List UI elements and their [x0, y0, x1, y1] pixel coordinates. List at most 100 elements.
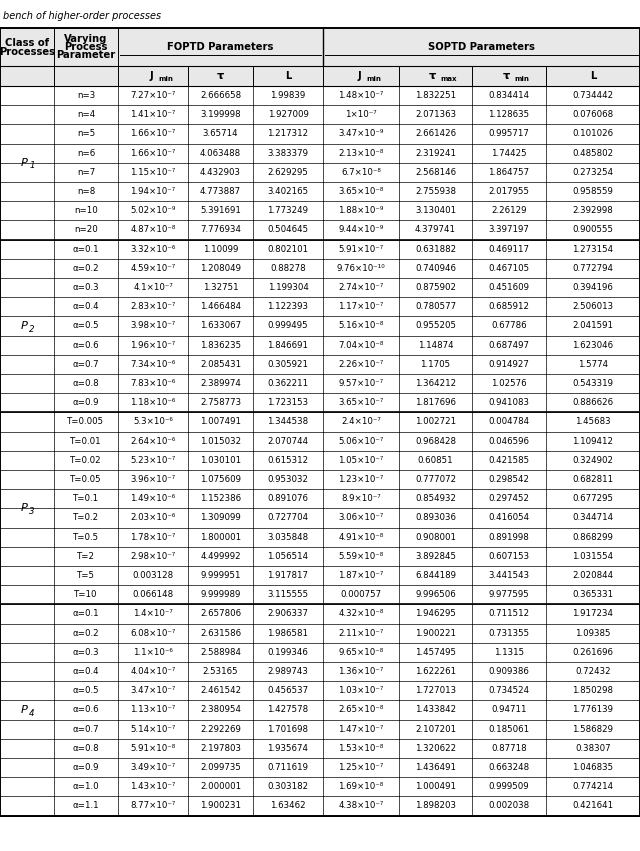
Text: τ: τ	[502, 71, 509, 81]
Text: 3.441543: 3.441543	[488, 571, 529, 580]
Text: 2.041591: 2.041591	[573, 322, 614, 330]
Text: 1.43×10⁻⁷: 1.43×10⁻⁷	[131, 782, 176, 791]
Text: 0.802101: 0.802101	[268, 245, 308, 254]
Text: 3.035848: 3.035848	[268, 533, 308, 542]
Text: 1.78×10⁻⁷: 1.78×10⁻⁷	[131, 533, 176, 542]
Text: 2.74×10⁻⁷: 2.74×10⁻⁷	[339, 283, 384, 292]
Text: n=5: n=5	[77, 129, 95, 139]
Text: 1.32751: 1.32751	[203, 283, 238, 292]
Text: min: min	[366, 76, 381, 82]
Text: 0.891998: 0.891998	[488, 533, 529, 542]
Text: 1.898203: 1.898203	[415, 802, 456, 810]
Text: 2.380954: 2.380954	[200, 705, 241, 715]
Text: 8.77×10⁻⁷: 8.77×10⁻⁷	[131, 802, 176, 810]
Text: 5.06×10⁻⁷: 5.06×10⁻⁷	[339, 437, 384, 446]
Text: 0.854932: 0.854932	[415, 494, 456, 503]
Text: T=0.02: T=0.02	[70, 456, 102, 465]
Text: 0.87718: 0.87718	[491, 744, 527, 753]
Text: 0.298542: 0.298542	[488, 475, 529, 484]
Text: α=0.2: α=0.2	[73, 629, 99, 637]
Text: 0.711619: 0.711619	[268, 763, 308, 772]
Text: 0.941083: 0.941083	[488, 398, 529, 408]
Text: 3: 3	[29, 507, 35, 516]
Text: T=0.2: T=0.2	[73, 513, 99, 523]
Text: α=0.8: α=0.8	[73, 744, 99, 753]
Text: 0.958559: 0.958559	[573, 187, 613, 196]
Text: P: P	[20, 504, 28, 513]
Text: n=10: n=10	[74, 206, 98, 215]
Text: 1.18×10⁻⁶: 1.18×10⁻⁶	[131, 398, 175, 408]
Text: α=0.5: α=0.5	[73, 686, 99, 695]
Text: 1.046835: 1.046835	[572, 763, 614, 772]
Text: α=1.1: α=1.1	[73, 802, 99, 810]
Text: 1.002721: 1.002721	[415, 418, 456, 426]
Text: α=0.7: α=0.7	[73, 725, 99, 734]
Text: α=0.4: α=0.4	[73, 667, 99, 676]
Text: 3.65×10⁻⁷: 3.65×10⁻⁷	[339, 398, 384, 408]
Text: 2.292269: 2.292269	[200, 725, 241, 734]
Text: 1.74425: 1.74425	[491, 149, 527, 157]
Text: 1.152386: 1.152386	[200, 494, 241, 503]
Text: 1.900231: 1.900231	[200, 802, 241, 810]
Text: 7.34×10⁻⁶: 7.34×10⁻⁶	[131, 360, 175, 368]
Text: 2.11×10⁻⁷: 2.11×10⁻⁷	[339, 629, 384, 637]
Text: 1.623046: 1.623046	[572, 340, 614, 350]
Text: 0.467105: 0.467105	[488, 264, 529, 273]
Text: 0.362211: 0.362211	[268, 379, 308, 388]
Text: 0.421641: 0.421641	[572, 802, 614, 810]
Text: 1.05×10⁻⁷: 1.05×10⁻⁷	[339, 456, 384, 465]
Text: min: min	[158, 76, 173, 82]
Text: 0.303182: 0.303182	[268, 782, 308, 791]
Text: 4.04×10⁻⁷: 4.04×10⁻⁷	[131, 667, 176, 676]
Text: 1.007491: 1.007491	[200, 418, 241, 426]
Text: 4.59×10⁻⁷: 4.59×10⁻⁷	[131, 264, 175, 273]
Text: J: J	[149, 71, 153, 81]
Text: 0.900555: 0.900555	[573, 226, 614, 235]
Text: 0.615312: 0.615312	[268, 456, 308, 465]
Text: 9.44×10⁻⁹: 9.44×10⁻⁹	[339, 226, 383, 235]
Text: 9.999989: 9.999989	[200, 591, 241, 599]
Text: 5.391691: 5.391691	[200, 206, 241, 215]
Text: 0.999495: 0.999495	[268, 322, 308, 330]
Text: 1.457495: 1.457495	[415, 648, 456, 657]
Text: 3.32×10⁻⁶: 3.32×10⁻⁶	[131, 245, 175, 254]
Text: 5.16×10⁻⁸: 5.16×10⁻⁸	[339, 322, 383, 330]
Text: 1.586829: 1.586829	[573, 725, 614, 734]
Text: 1.23×10⁻⁷: 1.23×10⁻⁷	[339, 475, 384, 484]
Text: 1.25×10⁻⁷: 1.25×10⁻⁷	[339, 763, 384, 772]
Text: 0.543319: 0.543319	[573, 379, 614, 388]
Text: 9.999951: 9.999951	[200, 571, 241, 580]
Text: 1.02576: 1.02576	[491, 379, 527, 388]
Text: 2.83×10⁻⁷: 2.83×10⁻⁷	[131, 302, 176, 311]
Text: α=0.8: α=0.8	[73, 379, 99, 388]
Text: 0.777072: 0.777072	[415, 475, 456, 484]
Text: 0.416054: 0.416054	[488, 513, 529, 523]
Text: 0.324902: 0.324902	[573, 456, 614, 465]
Text: 0.953032: 0.953032	[268, 475, 308, 484]
Text: 0.999509: 0.999509	[489, 782, 529, 791]
Text: 2.03×10⁻⁶: 2.03×10⁻⁶	[131, 513, 175, 523]
Text: 1.850298: 1.850298	[573, 686, 614, 695]
Text: 2.319241: 2.319241	[415, 149, 456, 157]
Text: 1.48×10⁻⁷: 1.48×10⁻⁷	[339, 91, 384, 100]
Text: 1.364212: 1.364212	[415, 379, 456, 388]
Text: 3.115555: 3.115555	[268, 591, 308, 599]
Text: 2.070744: 2.070744	[268, 437, 308, 446]
Text: 7.776934: 7.776934	[200, 226, 241, 235]
Text: 2.53165: 2.53165	[203, 667, 238, 676]
Text: 1.427578: 1.427578	[268, 705, 308, 715]
Text: 2.588984: 2.588984	[200, 648, 241, 657]
Text: α=0.9: α=0.9	[73, 398, 99, 408]
Text: 1.846691: 1.846691	[268, 340, 308, 350]
Text: T=2: T=2	[77, 552, 95, 561]
Text: 0.914927: 0.914927	[488, 360, 529, 368]
Text: 1.5774: 1.5774	[578, 360, 608, 368]
Text: 1.633067: 1.633067	[200, 322, 241, 330]
Text: 1.800001: 1.800001	[200, 533, 241, 542]
Text: 1.466484: 1.466484	[200, 302, 241, 311]
Text: α=0.7: α=0.7	[73, 360, 99, 368]
Text: 4.063488: 4.063488	[200, 149, 241, 157]
Text: 7.04×10⁻⁸: 7.04×10⁻⁸	[339, 340, 383, 350]
Text: 1.1×10⁻⁶: 1.1×10⁻⁶	[133, 648, 173, 657]
Text: 9.65×10⁻⁸: 9.65×10⁻⁸	[339, 648, 383, 657]
